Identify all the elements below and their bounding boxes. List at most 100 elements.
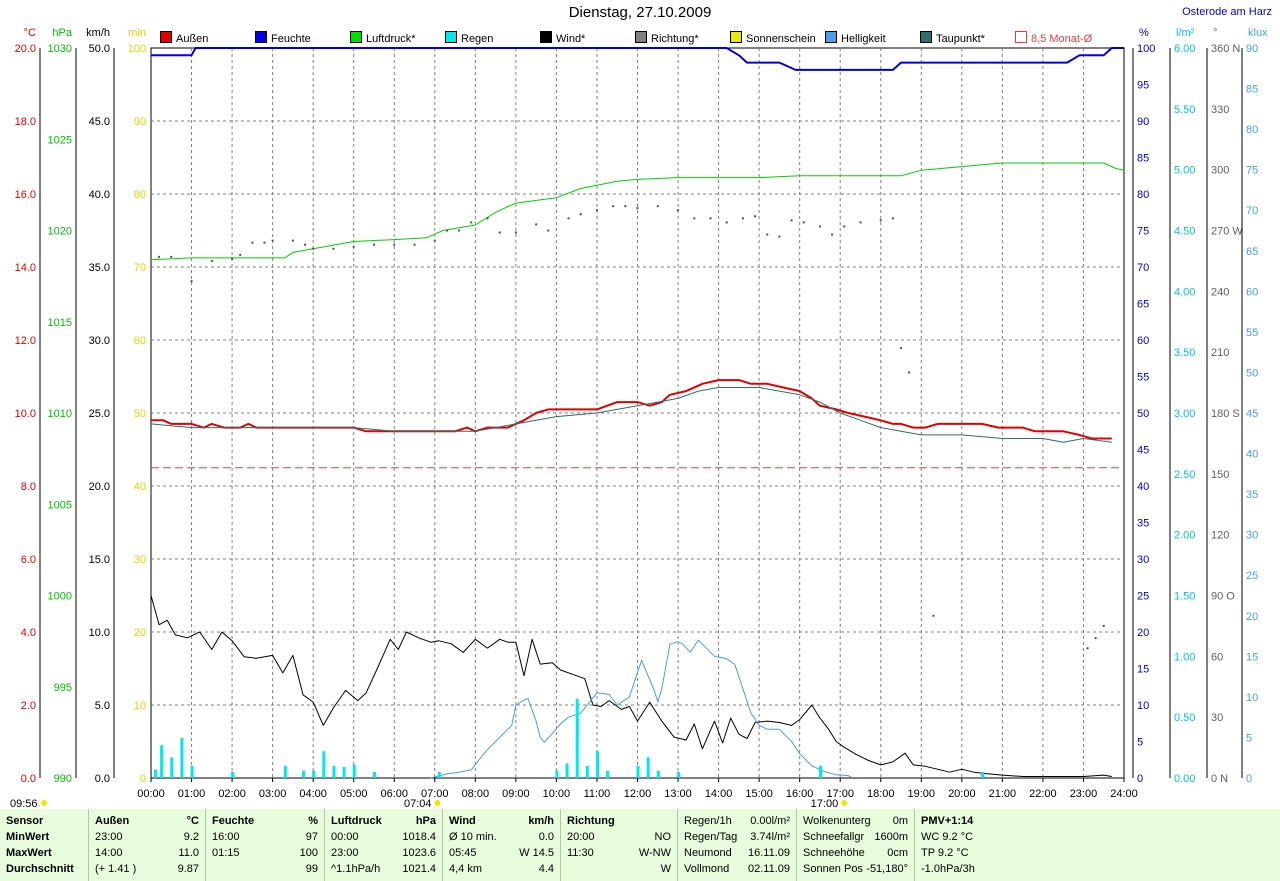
stats-feuchte-max: 100 <box>299 847 318 859</box>
y-tick-pressure: 1025 <box>48 134 72 146</box>
rain-bar <box>595 751 599 778</box>
direction-dot <box>170 255 173 258</box>
y-tick-sun: 60 <box>134 335 146 347</box>
direction-dot <box>725 221 728 224</box>
y-tick-pressure: 1000 <box>48 591 72 603</box>
x-tick-label: 00:00 <box>137 788 165 800</box>
direction-dot <box>304 243 307 246</box>
y-tick-lux: 0 <box>1246 773 1252 785</box>
direction-dot <box>831 233 834 236</box>
direction-dot <box>859 221 862 224</box>
legend-label: 8,5 Monat-Ø <box>1031 33 1093 45</box>
direction-dot <box>891 217 894 220</box>
legend-item: Luftdruck* <box>350 31 416 45</box>
y-tick-humidity: 60 <box>1137 335 1149 347</box>
direction-dot <box>312 247 315 250</box>
stats-wind-unit: km/h <box>528 815 554 827</box>
x-tick-label: 06:00 <box>380 788 408 800</box>
stats-richtung-max: W-NW <box>638 847 671 859</box>
y-tick-rain: 0.00 <box>1174 773 1195 785</box>
legend-swatch <box>730 31 742 43</box>
rain-bar <box>646 757 650 778</box>
y-tick-rain: 5.50 <box>1174 104 1195 116</box>
y-tick-wind: 25.0 <box>89 408 110 420</box>
stats-pressure-trend: -1.0hPa/3h <box>921 863 975 875</box>
y-tick-humidity: 100 <box>1137 43 1155 55</box>
stats-taupunkt: TP 9.2 °C <box>921 847 969 859</box>
legend-swatch <box>825 31 837 43</box>
x-tick-label: 12:00 <box>624 788 652 800</box>
direction-dot <box>263 241 266 244</box>
x-tick-label: 14:00 <box>705 788 733 800</box>
stats-luftdruck-trend: ^1.1hPa/h <box>331 863 381 875</box>
direction-dot <box>393 243 396 246</box>
legend-label: Außen <box>176 33 209 45</box>
stats-richtung-min-time: 20:00 <box>567 831 595 843</box>
rain-bar <box>818 765 822 778</box>
legend-swatch <box>635 31 647 43</box>
stats-sensor-title: Sensor <box>6 815 44 827</box>
axis-unit-sun: min <box>128 27 146 39</box>
rain-bar <box>190 765 194 778</box>
y-tick-lux: 60 <box>1246 286 1258 298</box>
y-tick-sun: 0 <box>140 773 146 785</box>
direction-dot <box>514 231 517 234</box>
stats-richtung-max-time: 11:30 <box>567 847 594 859</box>
rain-bar <box>332 765 336 778</box>
rain-bar <box>302 770 306 778</box>
stats-schneehoehe: 0cm <box>887 847 908 859</box>
sunset-icon <box>841 800 848 806</box>
y-tick-sun: 100 <box>128 43 146 55</box>
x-tick-label: 18:00 <box>867 788 895 800</box>
legend-label: Regen <box>461 33 494 45</box>
y-tick-lux: 10 <box>1246 692 1258 704</box>
x-tick-label: 21:00 <box>989 788 1017 800</box>
y-tick-pressure: 995 <box>54 682 72 694</box>
y-tick-rain: 1.50 <box>1174 591 1195 603</box>
y-tick-direction: 90 O <box>1211 591 1235 603</box>
direction-dot <box>778 235 781 238</box>
rain-bar <box>170 757 174 778</box>
y-tick-humidity: 85 <box>1137 153 1149 165</box>
station-link[interactable]: Osterode am Harz <box>1182 6 1272 18</box>
x-tick-label: 10:00 <box>543 788 571 800</box>
y-tick-humidity: 25 <box>1137 591 1149 603</box>
direction-dot <box>595 209 598 212</box>
y-tick-sun: 90 <box>134 116 146 128</box>
stats-aussen-max-time: 14:00 <box>95 847 123 859</box>
direction-dot <box>843 225 846 228</box>
legend-item: Taupunkt* <box>920 31 985 45</box>
y-tick-pressure: 1015 <box>48 317 72 329</box>
stats-aussen-col: Außen °C 23:00 9.2 14:00 11.0 (+ 1.41 ) 9.87 <box>89 809 205 881</box>
stats-aussen-unit: °C <box>186 815 199 827</box>
series-line-feuchte <box>151 47 1124 71</box>
rain-bar <box>342 767 346 778</box>
rain-bar <box>677 771 681 778</box>
stats-feuchte-col: Feuchte% 16:00 97 01:15 100 99 <box>206 809 324 881</box>
direction-dot <box>656 205 659 208</box>
x-tick-label: 04:00 <box>299 788 327 800</box>
stats-wind-max-time: 05:45 <box>449 847 477 859</box>
stats-neumond: 16.11.09 <box>747 847 790 859</box>
axis-unit-lux: klux <box>1248 27 1268 39</box>
y-tick-temp: 20.0 <box>15 43 36 55</box>
direction-dot <box>413 243 416 246</box>
y-tick-lux: 90 <box>1246 43 1258 55</box>
x-tick-label: 01:00 <box>178 788 206 800</box>
axis-unit-rain: l/m² <box>1176 27 1195 39</box>
y-tick-lux: 35 <box>1246 489 1258 501</box>
stats-wind-avg: 4.4 <box>538 863 554 875</box>
x-tick-label: 23:00 <box>1070 788 1098 800</box>
rain-bar <box>372 771 376 778</box>
y-tick-rain: 5.00 <box>1174 165 1195 177</box>
y-tick-rain: 2.50 <box>1174 469 1195 481</box>
stats-avg-label: Durchschnitt <box>6 863 74 875</box>
series-line-luftdruck <box>150 162 1125 261</box>
stats-luftdruck-avg: 1021.4 <box>402 863 436 875</box>
stats-feuchte-min-time: 16:00 <box>212 831 240 843</box>
stats-feuchte-min: 97 <box>305 831 318 843</box>
legend-swatch <box>255 31 267 43</box>
stats-wolken-col: Wolkenunterg 0m Schneefallgr 1600m Schneeh… <box>797 809 914 881</box>
y-tick-lux: 65 <box>1246 246 1258 258</box>
direction-dot <box>239 253 242 256</box>
